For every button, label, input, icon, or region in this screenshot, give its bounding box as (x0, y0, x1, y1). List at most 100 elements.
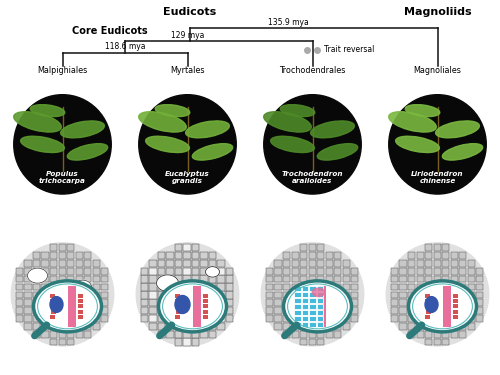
Ellipse shape (389, 95, 486, 194)
Circle shape (170, 311, 186, 323)
FancyBboxPatch shape (158, 284, 166, 291)
Circle shape (284, 281, 352, 332)
FancyBboxPatch shape (140, 268, 148, 275)
FancyBboxPatch shape (292, 284, 298, 290)
FancyBboxPatch shape (434, 291, 440, 298)
FancyBboxPatch shape (24, 315, 32, 322)
FancyBboxPatch shape (50, 244, 57, 251)
FancyBboxPatch shape (76, 276, 82, 282)
FancyBboxPatch shape (16, 284, 23, 290)
FancyBboxPatch shape (67, 244, 74, 251)
Ellipse shape (30, 105, 65, 117)
FancyBboxPatch shape (468, 268, 474, 274)
Circle shape (156, 275, 178, 291)
Ellipse shape (60, 121, 104, 138)
FancyBboxPatch shape (274, 284, 281, 290)
FancyBboxPatch shape (309, 322, 316, 327)
FancyBboxPatch shape (308, 260, 316, 267)
FancyBboxPatch shape (166, 299, 174, 306)
FancyBboxPatch shape (351, 291, 358, 298)
FancyBboxPatch shape (42, 299, 48, 306)
FancyBboxPatch shape (174, 268, 182, 275)
FancyBboxPatch shape (274, 307, 281, 314)
FancyBboxPatch shape (416, 268, 424, 274)
FancyBboxPatch shape (434, 244, 440, 251)
FancyBboxPatch shape (183, 268, 191, 275)
FancyBboxPatch shape (42, 260, 48, 267)
FancyBboxPatch shape (183, 315, 191, 322)
FancyBboxPatch shape (50, 331, 57, 338)
FancyBboxPatch shape (283, 260, 290, 267)
FancyBboxPatch shape (302, 322, 308, 327)
FancyBboxPatch shape (24, 268, 32, 274)
FancyBboxPatch shape (42, 291, 48, 298)
FancyBboxPatch shape (192, 260, 200, 267)
FancyBboxPatch shape (416, 291, 424, 298)
Ellipse shape (146, 136, 190, 153)
FancyBboxPatch shape (226, 315, 234, 322)
FancyBboxPatch shape (192, 323, 200, 330)
FancyBboxPatch shape (51, 304, 56, 308)
FancyBboxPatch shape (76, 284, 82, 290)
FancyBboxPatch shape (302, 292, 308, 297)
FancyBboxPatch shape (217, 284, 225, 291)
FancyBboxPatch shape (283, 284, 290, 290)
FancyBboxPatch shape (342, 307, 349, 314)
Ellipse shape (264, 95, 361, 194)
FancyBboxPatch shape (317, 298, 324, 303)
FancyBboxPatch shape (425, 315, 430, 319)
FancyBboxPatch shape (101, 315, 108, 322)
Text: 135.9 mya: 135.9 mya (268, 18, 309, 27)
FancyBboxPatch shape (434, 252, 440, 259)
FancyBboxPatch shape (326, 276, 332, 282)
FancyBboxPatch shape (92, 291, 100, 298)
FancyBboxPatch shape (476, 307, 483, 314)
FancyBboxPatch shape (326, 252, 332, 259)
FancyBboxPatch shape (274, 291, 281, 298)
FancyBboxPatch shape (208, 315, 216, 322)
Ellipse shape (138, 112, 186, 132)
FancyBboxPatch shape (50, 299, 57, 306)
FancyBboxPatch shape (208, 323, 216, 330)
FancyBboxPatch shape (92, 323, 100, 330)
FancyBboxPatch shape (266, 268, 273, 274)
FancyBboxPatch shape (416, 284, 424, 290)
FancyBboxPatch shape (450, 291, 458, 298)
FancyBboxPatch shape (300, 244, 307, 251)
FancyBboxPatch shape (58, 284, 66, 290)
FancyBboxPatch shape (24, 284, 32, 290)
FancyBboxPatch shape (50, 307, 57, 314)
FancyBboxPatch shape (283, 268, 290, 274)
FancyBboxPatch shape (58, 291, 66, 298)
FancyBboxPatch shape (67, 260, 74, 267)
FancyBboxPatch shape (317, 252, 324, 259)
FancyBboxPatch shape (334, 323, 341, 330)
FancyBboxPatch shape (317, 284, 324, 290)
FancyBboxPatch shape (208, 268, 216, 275)
FancyBboxPatch shape (84, 323, 91, 330)
FancyBboxPatch shape (468, 284, 474, 290)
FancyBboxPatch shape (202, 299, 207, 303)
FancyBboxPatch shape (302, 310, 308, 315)
FancyBboxPatch shape (50, 260, 57, 267)
FancyBboxPatch shape (208, 276, 216, 283)
FancyBboxPatch shape (50, 323, 57, 330)
FancyBboxPatch shape (84, 299, 91, 306)
FancyBboxPatch shape (76, 299, 82, 306)
FancyBboxPatch shape (452, 299, 458, 303)
FancyBboxPatch shape (158, 307, 166, 314)
FancyBboxPatch shape (342, 284, 349, 290)
FancyBboxPatch shape (334, 252, 341, 259)
FancyBboxPatch shape (450, 284, 458, 290)
FancyBboxPatch shape (149, 268, 157, 275)
FancyBboxPatch shape (425, 260, 432, 267)
FancyBboxPatch shape (92, 299, 100, 306)
FancyBboxPatch shape (50, 315, 55, 319)
FancyBboxPatch shape (58, 268, 66, 274)
Ellipse shape (261, 243, 364, 346)
FancyBboxPatch shape (442, 260, 449, 267)
FancyBboxPatch shape (192, 286, 200, 327)
Text: Myrtales: Myrtales (170, 66, 205, 75)
FancyBboxPatch shape (67, 315, 74, 322)
FancyBboxPatch shape (42, 284, 48, 290)
